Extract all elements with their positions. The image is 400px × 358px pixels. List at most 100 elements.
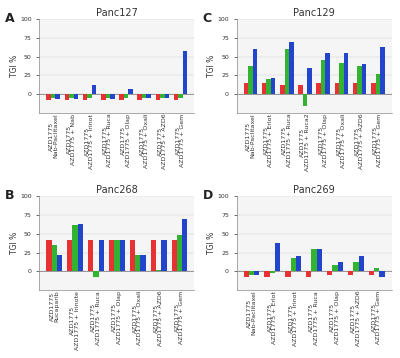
Bar — [280, 85, 284, 94]
Bar — [321, 61, 326, 94]
Y-axis label: TGI %: TGI % — [207, 55, 216, 77]
Bar — [332, 265, 338, 271]
Bar — [46, 94, 51, 100]
Bar — [306, 271, 312, 277]
Bar — [46, 240, 52, 271]
Bar — [156, 94, 160, 100]
Bar — [74, 94, 78, 99]
Bar — [88, 240, 93, 271]
Bar — [156, 270, 161, 271]
Bar — [140, 255, 146, 271]
Bar — [244, 271, 249, 277]
Bar — [244, 83, 248, 94]
Bar — [106, 94, 110, 98]
Bar — [57, 255, 62, 271]
Bar — [83, 94, 87, 100]
Bar — [285, 271, 291, 277]
Bar — [128, 89, 133, 94]
Bar — [262, 83, 266, 94]
Text: C: C — [202, 11, 212, 25]
Y-axis label: TGI %: TGI % — [207, 232, 216, 254]
Bar — [303, 94, 307, 106]
Bar — [353, 83, 357, 94]
Bar — [271, 78, 276, 94]
Bar — [172, 240, 177, 271]
Bar — [334, 83, 339, 94]
Bar — [67, 240, 72, 271]
Bar — [109, 240, 114, 271]
Bar — [338, 262, 343, 271]
Bar — [264, 271, 270, 277]
Bar — [298, 85, 303, 94]
Bar — [371, 83, 376, 94]
Bar — [275, 243, 280, 271]
Bar — [99, 240, 104, 271]
Bar — [101, 94, 106, 100]
Bar — [151, 240, 156, 271]
Bar — [72, 225, 78, 271]
Bar — [110, 94, 115, 99]
Text: A: A — [5, 11, 15, 25]
Bar — [78, 224, 83, 271]
Y-axis label: TGI %: TGI % — [10, 232, 19, 254]
Bar — [165, 94, 169, 98]
Bar — [51, 94, 56, 98]
Bar — [270, 271, 275, 273]
Title: Panc127: Panc127 — [96, 8, 138, 18]
Bar — [130, 240, 135, 271]
Bar — [291, 258, 296, 271]
Bar — [316, 83, 321, 94]
Title: Panc129: Panc129 — [293, 8, 335, 18]
Bar — [135, 255, 140, 271]
Bar — [312, 249, 317, 271]
Text: D: D — [202, 189, 213, 202]
Bar — [182, 219, 187, 271]
Bar — [379, 271, 385, 277]
Bar — [326, 53, 330, 94]
Bar — [348, 271, 353, 275]
Bar — [52, 245, 57, 271]
Bar — [254, 271, 259, 275]
Bar — [374, 267, 379, 271]
Bar — [357, 66, 362, 94]
Bar — [183, 52, 187, 94]
Bar — [307, 68, 312, 94]
Bar — [380, 47, 385, 94]
Bar — [87, 94, 92, 98]
Bar — [92, 85, 96, 94]
Bar — [344, 53, 348, 94]
Bar — [119, 94, 124, 100]
Title: Panc269: Panc269 — [293, 185, 335, 195]
Bar — [64, 94, 69, 100]
Bar — [93, 271, 99, 277]
Bar — [289, 42, 294, 94]
Title: Panc268: Panc268 — [96, 185, 138, 195]
Bar — [142, 94, 146, 98]
Bar — [160, 94, 165, 98]
Bar — [56, 94, 60, 99]
Bar — [296, 256, 301, 271]
Bar — [249, 271, 254, 275]
Bar — [161, 240, 166, 271]
Bar — [358, 256, 364, 271]
Bar — [266, 79, 271, 94]
Bar — [178, 94, 183, 98]
Bar — [369, 271, 374, 275]
Y-axis label: TGI %: TGI % — [10, 55, 19, 77]
Bar — [362, 64, 366, 94]
Bar — [339, 63, 344, 94]
Bar — [284, 49, 289, 94]
Bar — [327, 271, 332, 275]
Bar — [174, 94, 178, 100]
Bar — [114, 240, 120, 271]
Bar — [177, 235, 182, 271]
Bar — [146, 94, 151, 98]
Bar — [120, 240, 125, 271]
Bar — [353, 262, 358, 271]
Bar — [317, 249, 322, 271]
Bar — [124, 94, 128, 98]
Bar — [376, 74, 380, 94]
Bar — [137, 94, 142, 100]
Bar — [253, 49, 257, 94]
Bar — [69, 94, 74, 98]
